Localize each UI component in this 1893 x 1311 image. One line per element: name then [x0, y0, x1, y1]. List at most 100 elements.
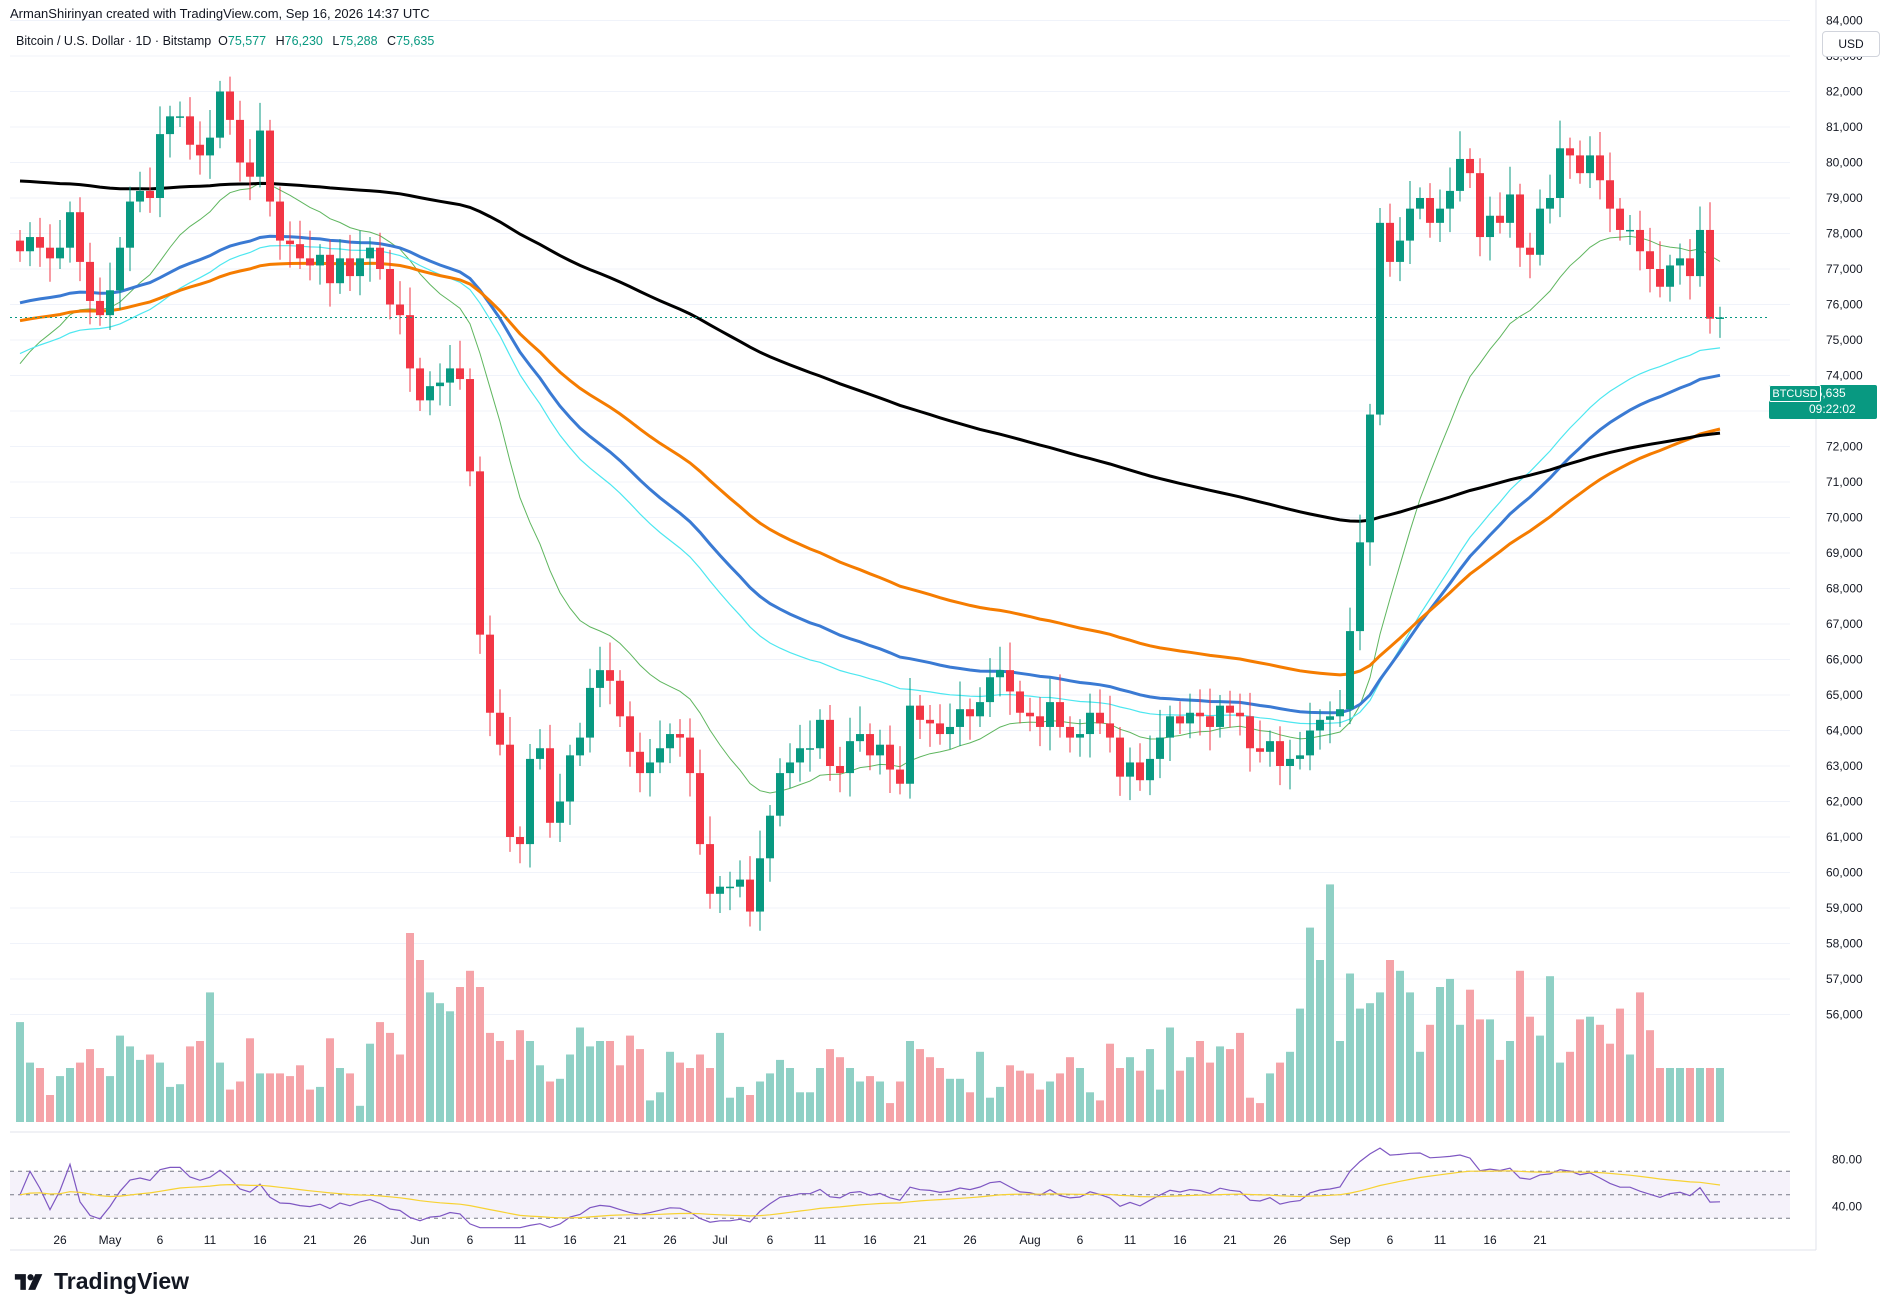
candle-body: [146, 190, 154, 198]
candle-body: [236, 119, 244, 163]
candle-body: [1396, 240, 1404, 262]
candlestick-series: [16, 76, 1724, 931]
volume-bar: [1246, 1097, 1254, 1122]
price-tick-label: 70,000: [1826, 511, 1863, 525]
candle-body: [396, 304, 404, 316]
volume-bar: [476, 987, 484, 1122]
volume-bar: [86, 1049, 94, 1122]
time-tick-label: 16: [863, 1233, 877, 1247]
rsi-ma-line: [19, 1170, 1721, 1219]
price-tick-label: 62,000: [1826, 795, 1863, 809]
candle-body: [286, 240, 294, 245]
candle-body: [436, 382, 444, 387]
bar-countdown: 09:22:02: [1809, 402, 1856, 416]
volume-bar: [256, 1073, 264, 1122]
candle-body: [1416, 198, 1424, 209]
price-tick-label: 59,000: [1826, 901, 1863, 915]
candle-body: [1426, 198, 1434, 223]
price-tick-label: 64,000: [1826, 724, 1863, 738]
candle-body: [616, 680, 624, 717]
volume-bar: [1606, 1043, 1614, 1122]
candle-body: [1336, 709, 1344, 717]
candle-body: [376, 247, 384, 269]
volume-bar: [646, 1100, 654, 1122]
volume-bar: [856, 1081, 864, 1122]
volume-bar: [1226, 1049, 1234, 1122]
time-tick-label: 21: [303, 1233, 317, 1247]
volume-bar: [1696, 1068, 1704, 1122]
candle-body: [446, 368, 454, 383]
candle-body: [896, 769, 904, 784]
candle-body: [1366, 414, 1374, 543]
volume-bar: [1296, 1008, 1304, 1122]
volume-bar: [536, 1065, 544, 1122]
time-tick-label: 11: [204, 1233, 217, 1247]
candle-body: [1246, 716, 1254, 749]
candle-body: [406, 315, 414, 369]
volume-bar: [736, 1086, 744, 1122]
candle-body: [26, 237, 34, 252]
price-tick-label: 82,000: [1826, 85, 1863, 99]
volume-bar: [1376, 992, 1384, 1122]
candle-body: [426, 386, 434, 401]
candle-body: [1696, 229, 1704, 277]
price-tick-label: 76,000: [1826, 298, 1863, 312]
volume-bar: [1346, 973, 1354, 1122]
volume-bar: [386, 1032, 394, 1122]
candle-body: [626, 716, 634, 752]
candle-body: [696, 773, 704, 845]
volume-bar: [1236, 1032, 1244, 1122]
volume-bar: [936, 1068, 944, 1122]
time-tick-label: 11: [514, 1233, 527, 1247]
volume-bar: [366, 1043, 374, 1122]
candle-body: [906, 705, 914, 784]
time-tick-label: 6: [1387, 1233, 1394, 1247]
volume-bar: [26, 1062, 34, 1122]
time-tick-label: 6: [157, 1233, 164, 1247]
candle-body: [1646, 251, 1654, 269]
candle-body: [346, 258, 354, 277]
volume-bar: [1716, 1068, 1724, 1122]
candle-body: [56, 247, 64, 259]
volume-bar: [826, 1049, 834, 1122]
volume-bar: [1316, 960, 1324, 1122]
symbol-legend: Bitcoin / U.S. Dollar · 1D · Bitstamp O7…: [16, 34, 440, 48]
candle-body: [1056, 702, 1064, 727]
volume-bar: [1626, 1054, 1634, 1122]
candle-body: [716, 886, 724, 894]
candle-body: [846, 741, 854, 774]
candle-body: [476, 471, 484, 635]
volume-bar: [776, 1059, 784, 1122]
ema-60-line: [19, 234, 1721, 715]
volume-bar: [196, 1041, 204, 1122]
volume-bar: [496, 1041, 504, 1122]
candle-body: [1106, 723, 1114, 738]
volume-bar: [146, 1054, 154, 1122]
volume-bar: [1676, 1068, 1684, 1122]
price-tick-label: 61,000: [1826, 830, 1863, 844]
candle-body: [706, 844, 714, 894]
price-tick-label: 68,000: [1826, 582, 1863, 596]
candle-body: [1466, 158, 1474, 174]
volume-bar: [246, 1038, 254, 1122]
volume-bar: [1496, 1059, 1504, 1122]
candle-body: [1166, 716, 1174, 738]
tradingview-logo-icon: [14, 1273, 43, 1290]
time-tick-label: Jul: [712, 1233, 727, 1247]
price-tick-label: 78,000: [1826, 227, 1863, 241]
candle-body: [46, 247, 54, 259]
volume-bar: [1406, 992, 1414, 1122]
time-tick-label: 16: [1173, 1233, 1187, 1247]
candle-body: [1316, 719, 1324, 731]
volume-bar: [996, 1086, 1004, 1122]
volume-bar: [516, 1030, 524, 1122]
volume-bar: [976, 1051, 984, 1122]
candle-body: [926, 719, 934, 724]
volume-bar: [556, 1078, 564, 1122]
volume-bar: [1086, 1092, 1094, 1122]
tradingview-brand[interactable]: TradingView: [12, 1268, 189, 1295]
currency-button[interactable]: USD: [1822, 31, 1880, 57]
volume-bar: [1116, 1068, 1124, 1122]
volume-bar: [136, 1059, 144, 1122]
